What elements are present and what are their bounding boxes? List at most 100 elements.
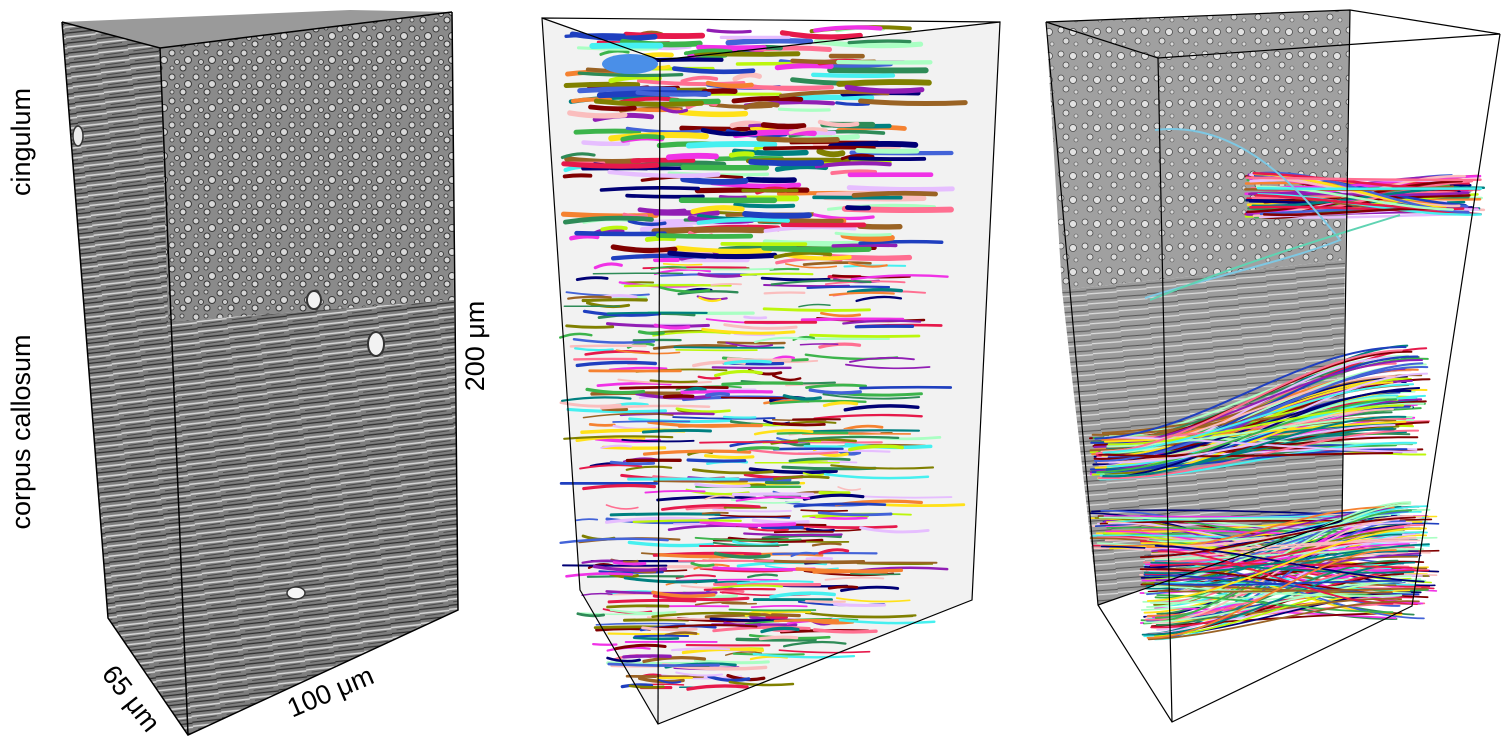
segmented-axon [736, 446, 780, 452]
segmented-axon [712, 625, 811, 633]
bundle-axon [1098, 452, 1394, 458]
segmented-axon [582, 412, 674, 419]
segmented-axon [606, 311, 708, 315]
segmented-axon [697, 272, 743, 278]
segmented-axon [622, 654, 672, 659]
segmented-axon [677, 423, 764, 428]
segmented-axon [600, 404, 711, 410]
segmented-axon [671, 66, 756, 75]
segmented-axon [761, 525, 804, 530]
segmented-axon [835, 101, 870, 106]
bundle-axon [1147, 600, 1420, 641]
segmented-axon [773, 475, 830, 481]
segmented-axon [675, 348, 758, 352]
bundle-axon [1249, 191, 1470, 197]
segmented-axon [690, 205, 745, 215]
segmented-axon [675, 671, 724, 677]
segmented-axon [735, 495, 811, 502]
segmented-axon [859, 526, 930, 534]
segmented-axon [609, 512, 721, 517]
segmented-axon [661, 503, 761, 511]
segmented-axon [773, 618, 840, 623]
segmented-axon [585, 387, 646, 395]
segmented-axon [606, 656, 641, 663]
segmented-axon [593, 98, 704, 107]
segmented-axon [699, 441, 799, 444]
segmented-axon [725, 341, 774, 348]
segmented-axon [798, 303, 831, 308]
segmented-axon [837, 486, 862, 491]
segmented-axon [608, 366, 668, 371]
segmented-axon [836, 79, 932, 87]
segmented-axon [847, 39, 912, 45]
segmented-axon [743, 101, 780, 110]
segmented-axon [721, 381, 804, 386]
segmented-axon [565, 572, 634, 578]
segmented-axon [698, 296, 722, 303]
segmented-axon [694, 536, 802, 542]
segmented-axon [677, 647, 731, 651]
segmented-axon [808, 515, 868, 520]
segmented-axon [818, 548, 850, 555]
segmented-axon [685, 505, 727, 511]
segmented-axon [712, 508, 792, 513]
bundle-axon [1140, 516, 1416, 559]
segmented-axon [756, 136, 840, 143]
bundle-axon [1096, 398, 1397, 474]
segmented-axon [598, 570, 664, 574]
segmented-axon [762, 307, 871, 312]
segmented-axon [822, 393, 921, 400]
segmented-axon [634, 634, 690, 638]
segmented-axon [731, 492, 815, 497]
segmented-axon [728, 680, 795, 687]
segmented-axon [647, 624, 758, 631]
segmented-axon [809, 333, 921, 338]
segmented-axon [769, 591, 836, 599]
segmented-axon [704, 454, 755, 460]
segmented-axon [649, 379, 698, 384]
segmented-axon [577, 86, 677, 94]
segmented-axon [675, 245, 773, 255]
segmented-axon [665, 152, 719, 161]
segmented-axon [608, 74, 662, 84]
segmented-axon [723, 415, 757, 419]
segmented-axon [610, 244, 678, 254]
segmented-axon [644, 235, 677, 242]
segmented-axon [658, 286, 711, 293]
segmented-axon [808, 388, 862, 395]
segmented-axon [723, 323, 798, 330]
segmented-axon [630, 157, 696, 164]
segmented-axon [804, 611, 917, 618]
segmented-axon [844, 84, 925, 94]
segmented-axon [561, 396, 632, 402]
label-corpus-callosum: corpus callosum [6, 334, 36, 529]
segmented-axon [656, 495, 757, 502]
segmented-axon [700, 127, 758, 137]
segmented-axon [846, 185, 955, 192]
segmented-axon [846, 287, 903, 295]
segmented-axon [840, 153, 875, 161]
segmented-axon [651, 226, 766, 235]
bundle-axon [1154, 544, 1425, 583]
bundles-box-edges [1045, 9, 1501, 723]
segmented-axon [659, 105, 689, 114]
segmented-axon [577, 71, 684, 78]
segmented-axon [843, 424, 884, 431]
bundle-axon [1257, 193, 1482, 216]
bundle-axon [1150, 536, 1417, 555]
segmented-axon [760, 276, 831, 282]
segmented-axon [769, 267, 800, 271]
bundle-axon [1143, 543, 1430, 575]
bundle-axon [1152, 584, 1393, 594]
segmented-axon [724, 651, 763, 656]
segmented-axon [686, 458, 747, 463]
segmented-axon [859, 385, 953, 390]
segmented-axon [712, 541, 789, 547]
segmented-axon [620, 683, 654, 689]
segmented-axon [716, 341, 786, 345]
segmented-axon [840, 585, 900, 593]
bundle-axon [1093, 358, 1423, 448]
segmented-axon [850, 274, 949, 281]
segmented-axon [793, 502, 887, 508]
segmented-axon [565, 324, 615, 329]
